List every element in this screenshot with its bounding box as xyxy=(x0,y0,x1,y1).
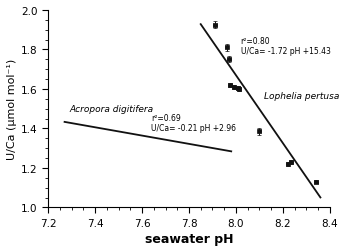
Text: r²=0.69
U/Ca= -0.21 pH +2.96: r²=0.69 U/Ca= -0.21 pH +2.96 xyxy=(151,113,236,133)
Text: Lophelia pertusa: Lophelia pertusa xyxy=(264,92,340,101)
X-axis label: seawater pH: seawater pH xyxy=(145,232,233,245)
Text: Acropora digitifera: Acropora digitifera xyxy=(69,105,154,114)
Text: r²=0.80
U/Ca= -1.72 pH +15.43: r²=0.80 U/Ca= -1.72 pH +15.43 xyxy=(240,37,331,56)
Y-axis label: U/Ca (μmol mol⁻¹): U/Ca (μmol mol⁻¹) xyxy=(7,59,17,160)
